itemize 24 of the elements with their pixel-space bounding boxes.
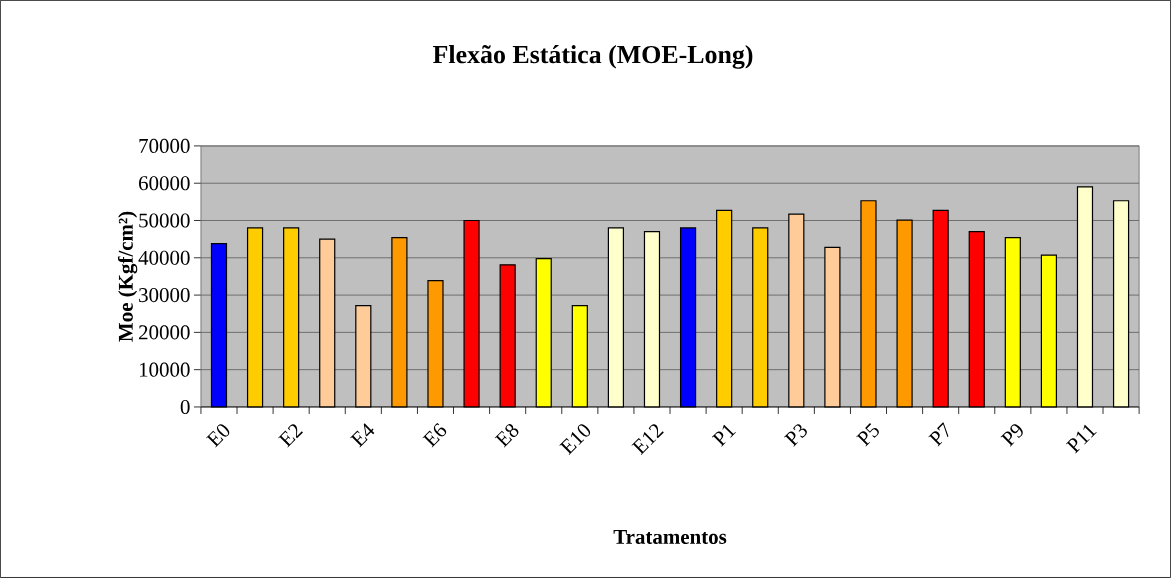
x-tick-label: P7 <box>928 422 949 447</box>
x-tick-label: E0 <box>205 424 230 448</box>
x-tick-label: P9 <box>1000 424 1023 447</box>
x-tick-label: P11 <box>1065 424 1097 454</box>
x-tick-label: E8 <box>494 424 519 448</box>
y-tick-label: 40000 <box>138 250 190 265</box>
y-axis-title: Moe (Kgf/cm²) <box>117 211 138 342</box>
y-tick-label: 0 <box>180 399 190 415</box>
x-tick-label: E12 <box>631 424 664 456</box>
x-tick-label: E10 <box>559 424 591 456</box>
y-tick-label: 20000 <box>139 325 190 340</box>
chart-title: Flexão Estática (MOE-Long) <box>432 45 753 69</box>
x-tick-label: E2 <box>278 424 303 448</box>
x-tick-label: E6 <box>422 423 447 448</box>
y-tick-label: 50000 <box>139 213 190 228</box>
x-axis-title: Tratamentos <box>613 530 727 544</box>
x-tick-label: E4 <box>350 423 375 448</box>
y-tick-label: 30000 <box>139 288 190 303</box>
y-tick-label: 60000 <box>139 176 190 191</box>
x-tick-label: P5 <box>856 423 879 447</box>
x-tick-label: P1 <box>711 424 736 447</box>
y-tick-label: 70000 <box>139 138 190 154</box>
x-tick-label: P3 <box>784 424 807 447</box>
y-tick-label: 10000 <box>139 362 190 377</box>
